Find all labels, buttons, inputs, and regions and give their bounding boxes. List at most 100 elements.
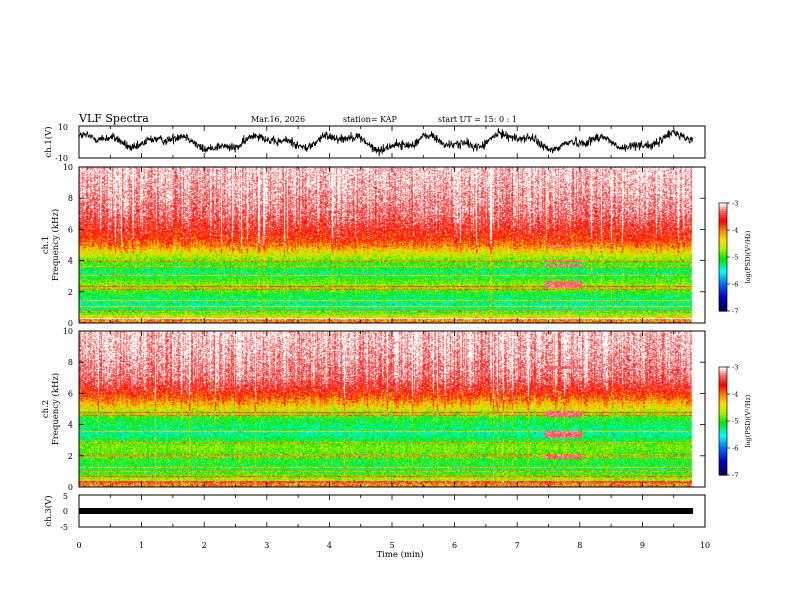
ch3-ylabel: ch.3(V) (43, 495, 54, 526)
ch1-colorbar-swatch (719, 253, 727, 256)
ch1-colorbar-swatch (719, 285, 727, 288)
ch2-spec-ylabel-freq: Frequency (kHz) (50, 373, 61, 445)
ch1-colorbar-swatch (719, 275, 727, 278)
ch1-colorbar-swatch (719, 261, 727, 264)
ch2-colorbar-swatch (719, 407, 727, 410)
ch1-colorbar-swatch (719, 247, 727, 250)
ch1-colorbar-swatch (719, 307, 727, 310)
ch2-colorbar-tick-label: -4 (732, 391, 738, 399)
ch1-colorbar-swatch (719, 239, 727, 242)
ch2-colorbar-swatch (719, 425, 727, 428)
ch1-spec-ytick-label: 0 (68, 319, 73, 328)
time-tick-label: 6 (452, 541, 457, 550)
ch1-colorbar-swatch (719, 273, 727, 276)
ch2-colorbar-swatch (719, 451, 727, 454)
ch1-spec-ylabel-channel: ch.1 (41, 236, 51, 254)
ch1-colorbar-swatch (719, 283, 727, 286)
ch2-colorbar-swatch (719, 449, 727, 452)
ch2-spec-ytick-label: 10 (63, 327, 73, 336)
ch2-freq-ticks: 0 2 4 6 8 10 (63, 327, 706, 492)
ch2-colorbar-swatch (719, 387, 727, 390)
ch3-ytick-top: 5 (63, 492, 68, 501)
time-tick-label: 8 (577, 541, 582, 550)
ch1-waveform-panel: 10 -10 ch.1(V) (43, 123, 706, 163)
ch2-colorbar-swatch (719, 411, 727, 414)
ch2-colorbar-swatch (719, 405, 727, 408)
ch1-colorbar-swatch (719, 299, 727, 302)
ch2-colorbar-swatch (719, 465, 727, 468)
ch2-colorbar-swatch (719, 421, 727, 424)
ch1-spec-ylabel-freq: Frequency (kHz) (50, 209, 61, 281)
ch1-colorbar-swatch (719, 237, 727, 240)
ch1-colorbar-swatch (719, 295, 727, 298)
ch1-colorbar-tick-label: -7 (732, 308, 738, 316)
ch1-colorbar-swatch (719, 217, 727, 220)
ch1-colorbar-swatch (719, 207, 727, 210)
ch1-colorbar-swatch (719, 265, 727, 268)
ch1-waveform-trace (78, 128, 693, 157)
ch2-colorbar-swatch (719, 369, 727, 372)
ch2-colorbar-swatch (719, 403, 727, 406)
ch1-tick-marks (78, 126, 706, 158)
time-tick-label: 3 (264, 541, 269, 550)
ch1-ylabel: ch.1(V) (43, 126, 54, 157)
ch2-colorbar-swatch (719, 471, 727, 474)
ch1-colorbar-tick-label: -6 (732, 281, 738, 289)
ch2-colorbar-swatch (719, 377, 727, 380)
ch1-colorbar-swatch (719, 267, 727, 270)
ch2-colorbar-tick-label: -6 (732, 445, 738, 453)
ch2-colorbar: -3 -4 -5 -6 -7 log(PSD)(V²/Hz) (718, 364, 752, 480)
ch2-colorbar-swatch (719, 379, 727, 382)
ch2-spec-ytick-label: 0 (68, 483, 73, 492)
time-tick-label: 4 (327, 541, 332, 550)
ch1-colorbar-swatch (719, 213, 727, 216)
ch1-freq-ticks: 0 2 4 6 8 10 (63, 163, 706, 328)
ch2-colorbar-swatch (719, 373, 727, 376)
ch2-colorbar-swatch (719, 419, 727, 422)
ch2-colorbar-swatch (719, 401, 727, 404)
ch1-ytick-bottom: -10 (55, 154, 68, 163)
time-tick-labels: 0 1 2 3 4 5 6 7 8 9 10 (76, 541, 710, 550)
ch2-colorbar-swatch (719, 443, 727, 446)
ch1-colorbar-swatch (719, 287, 727, 290)
ch2-colorbar-swatch (719, 423, 727, 426)
ch1-colorbar-swatch (719, 223, 727, 226)
ch2-colorbar-tick-label: -3 (732, 364, 738, 372)
ch1-colorbar-swatch (719, 289, 727, 292)
start-time-label: start UT = 15: 0 : 1 (438, 115, 517, 124)
ch3-waveform-trace (79, 508, 693, 514)
ch1-colorbar-swatch (719, 259, 727, 262)
ch2-colorbar-swatch (719, 459, 727, 462)
ch1-colorbar-swatch (719, 227, 727, 230)
ch1-colorbar-swatch (719, 279, 727, 282)
ch2-colorbar-swatch (719, 383, 727, 386)
ch2-colorbar-swatch (719, 415, 727, 418)
ch1-colorbar-swatch (719, 305, 727, 308)
ch2-colorbar-swatch (719, 463, 727, 466)
ch2-colorbar-swatch (719, 455, 727, 458)
ch1-colorbar-swatch (719, 251, 727, 254)
ch2-colorbar-swatch (719, 395, 727, 398)
ch1-colorbar-tick-label: -3 (732, 200, 738, 208)
ch1-colorbar-swatch (719, 277, 727, 280)
ch2-spec-ytick-label: 8 (68, 358, 73, 367)
ch2-colorbar-swatch (719, 393, 727, 396)
ch1-colorbar-swatch (719, 215, 727, 218)
time-tick-label: 0 (76, 541, 81, 550)
ch1-spec-ytick-label: 8 (68, 194, 73, 203)
ch1-colorbar-swatch (719, 281, 727, 284)
ch1-colorbar-swatch (719, 203, 727, 206)
ch2-spectrogram-panel: 0 2 4 6 8 10 ch.2 Frequency (kHz) -3 -4 -5 -6 -7 l… (41, 327, 752, 492)
ch2-colorbar-swatch (719, 367, 727, 370)
ch2-colorbar-swatch (719, 433, 727, 436)
ch2-colorbar-swatch (719, 439, 727, 442)
date-label: Mar.16, 2026 (251, 115, 305, 124)
ch1-colorbar-swatch (719, 249, 727, 252)
time-tick-label: 10 (700, 541, 710, 550)
ch2-colorbar-swatch (719, 391, 727, 394)
figure-title: VLF Spectra (78, 112, 149, 125)
time-tick-label: 2 (202, 541, 207, 550)
ch1-colorbar-swatch (719, 291, 727, 294)
ch2-colorbar-swatch (719, 413, 727, 416)
